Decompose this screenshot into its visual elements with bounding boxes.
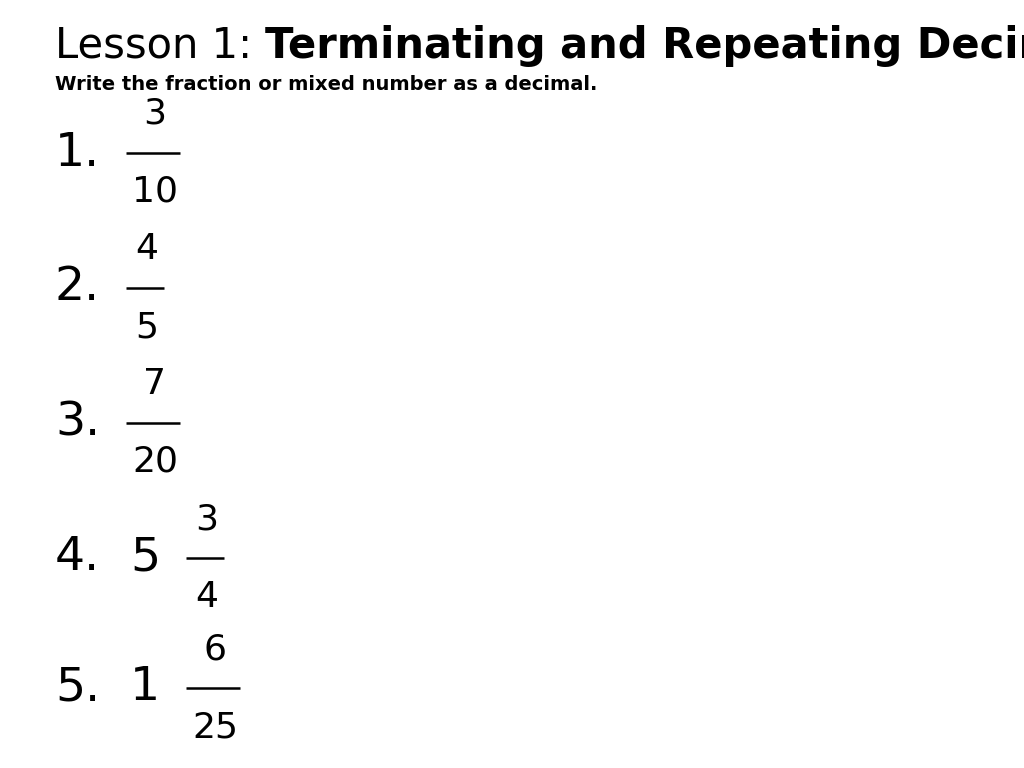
Text: 5: 5 (135, 310, 159, 344)
Text: 5: 5 (130, 535, 160, 581)
Text: 7: 7 (143, 367, 167, 401)
Text: 4: 4 (196, 580, 218, 614)
Text: 1.: 1. (55, 131, 100, 176)
Text: Write the fraction or mixed number as a decimal.: Write the fraction or mixed number as a … (55, 75, 597, 94)
Text: 4: 4 (135, 232, 159, 266)
Text: 2.: 2. (55, 266, 100, 310)
Text: 10: 10 (132, 175, 178, 209)
Text: 4.: 4. (55, 535, 100, 581)
Text: 3: 3 (143, 97, 167, 131)
Text: Lesson 1:: Lesson 1: (55, 25, 265, 67)
Text: Terminating and Repeating Decimals: Terminating and Repeating Decimals (265, 25, 1024, 67)
Text: 3: 3 (196, 502, 218, 536)
Text: 3.: 3. (55, 400, 100, 445)
Text: 6: 6 (204, 632, 226, 666)
Text: 20: 20 (132, 445, 178, 479)
Text: 25: 25 (193, 710, 238, 744)
Text: 5.: 5. (55, 666, 100, 710)
Text: 1: 1 (130, 666, 160, 710)
